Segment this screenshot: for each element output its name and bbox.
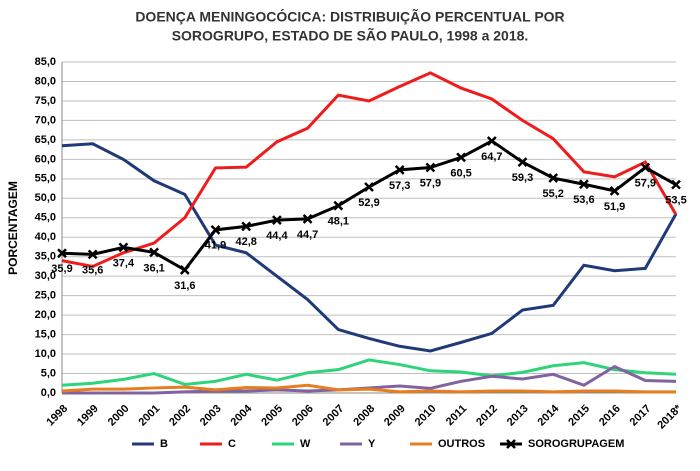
- y-tick-label: 40,0: [35, 231, 56, 243]
- x-tick-label: 2013: [505, 403, 531, 429]
- y-tick-label: 15,0: [35, 328, 56, 340]
- data-point: [302, 214, 313, 224]
- data-label: 44,7: [297, 229, 318, 241]
- data-label: 57,9: [420, 177, 441, 189]
- x-tick-label: 2016: [597, 403, 623, 429]
- x-tick-label: 2010: [413, 403, 439, 429]
- y-tick-label: 35,0: [35, 251, 56, 263]
- y-tick-label: 60,0: [35, 153, 56, 165]
- x-tick-label: 2001: [136, 403, 162, 429]
- data-point: [548, 173, 559, 183]
- x-tick-label: 2008: [351, 403, 377, 429]
- y-tick-label: 20,0: [35, 309, 56, 321]
- data-point: [241, 221, 252, 232]
- data-label: 60,5: [450, 167, 471, 179]
- data-point: [640, 162, 651, 173]
- data-point: [425, 162, 436, 173]
- y-tick-label: 80,0: [35, 75, 56, 87]
- data-label: 57,3: [389, 180, 410, 192]
- x-tick-label: 2000: [106, 403, 132, 429]
- data-point: [364, 182, 374, 192]
- data-point: [210, 224, 221, 235]
- data-point: [57, 248, 67, 259]
- data-label: 51,9: [604, 201, 625, 213]
- data-label: 44,4: [266, 230, 288, 242]
- y-tick-label: 30,0: [35, 270, 56, 282]
- data-label: 35,9: [51, 263, 72, 275]
- x-tick-label: 2004: [229, 402, 255, 428]
- x-tick-label: 2011: [444, 403, 469, 428]
- legend-label: SOROGRUPAGEM: [528, 438, 624, 450]
- x-tick-label: 2014: [536, 402, 562, 428]
- data-point: [456, 152, 466, 163]
- y-axis-label: PORCENTAGEM: [6, 181, 20, 275]
- y-tick-label: 10,0: [35, 348, 56, 360]
- data-point: [118, 242, 129, 253]
- legend-label: C: [228, 438, 236, 450]
- data-label: 55,2: [542, 188, 563, 200]
- legend-label: W: [300, 438, 311, 450]
- data-point: [517, 157, 528, 167]
- data-point: [87, 249, 98, 260]
- legend-marker: [506, 439, 516, 449]
- legend-label: B: [160, 438, 168, 450]
- legend-label: OUTROS: [438, 438, 485, 450]
- y-tick-label: 70,0: [35, 114, 56, 126]
- x-tick-label: 2018*: [655, 402, 684, 431]
- data-point: [333, 200, 344, 211]
- data-label: 53,6: [573, 194, 594, 206]
- y-tick-label: 85,0: [35, 56, 56, 68]
- y-tick-label: 45,0: [35, 212, 56, 224]
- x-tick-label: 2012: [474, 403, 500, 429]
- x-tick-label: 2009: [382, 403, 408, 429]
- data-label: 53,5: [665, 195, 686, 207]
- series-line: [61, 358, 677, 387]
- x-tick-label: 2007: [321, 403, 347, 429]
- x-tick-label: 2015: [566, 403, 592, 429]
- data-label: 31,6: [174, 280, 195, 292]
- data-label: 48,1: [328, 216, 349, 228]
- data-label: 57,9: [635, 177, 656, 189]
- data-label: 59,3: [512, 172, 533, 184]
- y-tick-label: 75,0: [35, 95, 56, 107]
- series-line: [61, 142, 678, 353]
- chart-title: SOROGRUPO, ESTADO DE SÃO PAULO, 1998 a 2…: [172, 27, 529, 44]
- data-point: [486, 136, 497, 146]
- x-tick-label: 1998: [44, 403, 70, 429]
- data-point: [149, 247, 159, 258]
- data-label: 41,9: [205, 240, 226, 252]
- data-point: [579, 179, 589, 190]
- data-label: 35,6: [82, 264, 103, 276]
- x-tick-label: 2003: [198, 403, 224, 429]
- data-label: 42,8: [235, 236, 256, 248]
- data-label: 37,4: [113, 257, 135, 269]
- y-tick-label: 65,0: [35, 134, 56, 146]
- data-label: 36,1: [143, 262, 164, 274]
- data-label: 64,7: [481, 151, 502, 163]
- x-tick-label: 2002: [167, 403, 193, 429]
- data-label: 52,9: [358, 197, 379, 209]
- data-point: [671, 179, 681, 190]
- legend-label: Y: [368, 438, 376, 450]
- x-tick-label: 1999: [75, 403, 101, 429]
- series-line: [61, 383, 676, 394]
- data-point: [394, 164, 405, 175]
- data-point: [179, 265, 190, 275]
- y-tick-label: 50,0: [35, 192, 56, 204]
- y-tick-label: 0,0: [41, 387, 56, 399]
- chart-title: DOENÇA MENINGOCÓCICA: DISTRIBUIÇÃO PERCE…: [135, 8, 564, 25]
- y-tick-label: 5,0: [41, 367, 56, 379]
- y-tick-label: 25,0: [35, 290, 56, 302]
- x-tick-label: 2006: [290, 403, 316, 429]
- x-tick-label: 2005: [259, 403, 285, 429]
- x-tick-label: 2017: [628, 403, 654, 429]
- data-point: [609, 186, 620, 196]
- series-line: [61, 71, 678, 269]
- data-point: [272, 215, 282, 225]
- y-tick-label: 55,0: [35, 173, 56, 185]
